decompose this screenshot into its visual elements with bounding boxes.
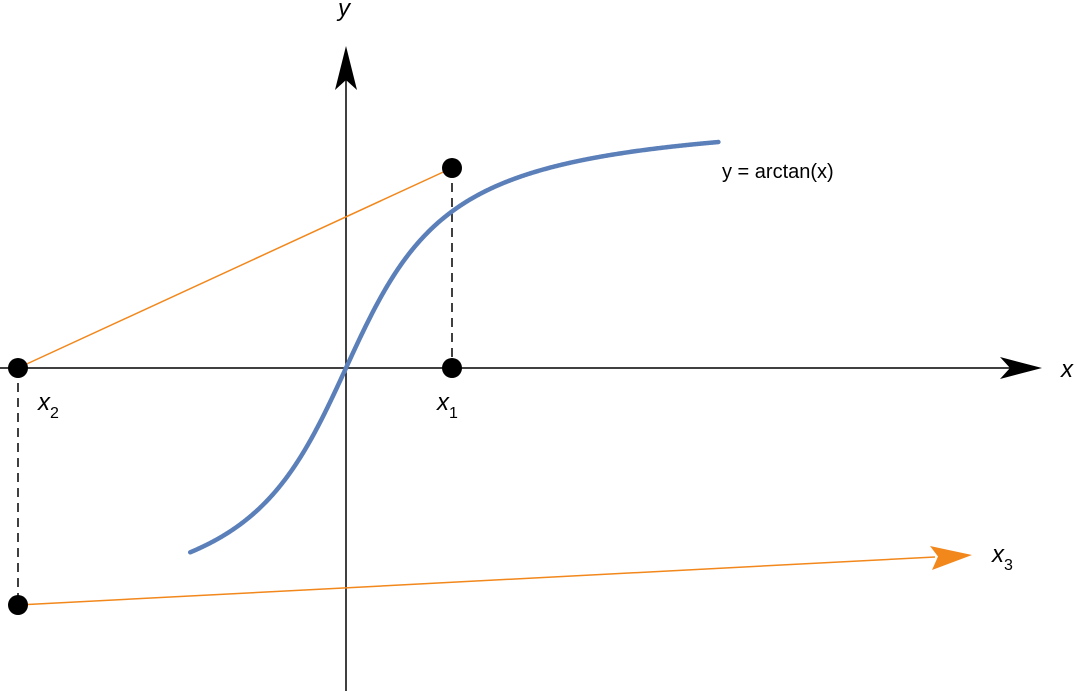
- svg-text:x: x: [436, 389, 450, 416]
- tangent-line-x1: [17, 167, 453, 369]
- point-x2-on-curve: [8, 595, 28, 615]
- point-x2-on-axis: [8, 358, 28, 378]
- arctan-curve: [187, 139, 721, 555]
- x3-label: x 3: [991, 541, 1013, 574]
- svg-text:1: 1: [449, 405, 458, 422]
- x-axis-arrowhead: [1000, 357, 1042, 379]
- x1-label: x 1: [436, 389, 458, 422]
- x-axis-label: x: [1060, 356, 1074, 383]
- svg-text:x: x: [37, 389, 51, 416]
- svg-text:x: x: [991, 541, 1005, 568]
- y-axis-label: y: [336, 0, 352, 22]
- point-x1-on-axis: [442, 358, 462, 378]
- curve-label: y = arctan(x): [722, 161, 834, 183]
- y-axis-arrowhead: [335, 46, 357, 90]
- x3-arrowhead: [930, 546, 972, 570]
- tangent-line-x2: [17, 556, 936, 606]
- svg-text:2: 2: [50, 405, 59, 422]
- x2-label: x 2: [37, 389, 59, 422]
- svg-text:3: 3: [1004, 557, 1013, 574]
- point-x1-on-curve: [442, 158, 462, 178]
